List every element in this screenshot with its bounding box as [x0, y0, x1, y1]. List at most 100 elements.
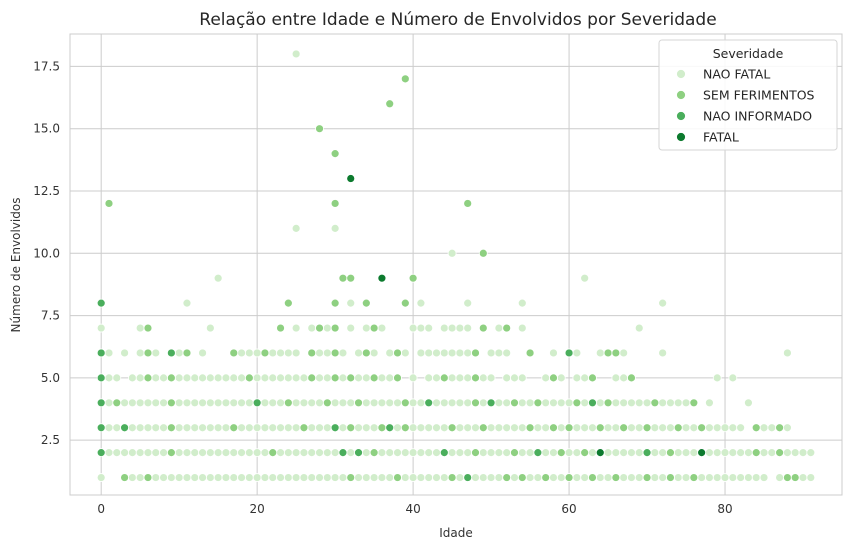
data-point	[174, 473, 184, 482]
data-point	[502, 323, 512, 333]
data-point	[478, 473, 488, 482]
data-point	[182, 423, 192, 433]
data-point	[736, 448, 746, 458]
data-point	[127, 373, 137, 383]
data-point	[244, 373, 254, 383]
data-point	[291, 473, 301, 482]
data-point	[619, 348, 629, 358]
data-point	[330, 398, 340, 408]
data-point	[276, 323, 285, 333]
data-point	[361, 348, 371, 358]
data-point	[658, 348, 668, 358]
data-point	[213, 273, 223, 283]
data-point	[463, 473, 473, 482]
data-point	[510, 398, 519, 408]
data-point	[338, 423, 348, 433]
data-point	[205, 473, 215, 482]
data-point	[588, 423, 597, 433]
data-point	[151, 448, 161, 458]
data-point	[252, 448, 262, 458]
data-point	[533, 423, 543, 433]
data-point	[611, 398, 621, 408]
x-axis-label: Idade	[439, 526, 473, 540]
data-point	[517, 473, 527, 482]
data-point	[143, 473, 153, 482]
data-point	[276, 423, 285, 433]
data-point	[166, 423, 176, 433]
data-point	[439, 473, 449, 482]
data-point	[361, 373, 371, 383]
data-point	[455, 323, 465, 333]
data-point	[658, 398, 668, 408]
data-point	[447, 423, 457, 433]
data-point	[291, 448, 301, 458]
data-point	[166, 398, 176, 408]
data-point	[213, 423, 223, 433]
data-point	[408, 448, 418, 458]
data-point	[525, 448, 535, 458]
data-point	[424, 448, 434, 458]
legend-box	[658, 39, 838, 151]
data-point	[346, 323, 356, 333]
data-point	[494, 398, 504, 408]
data-point	[439, 448, 449, 458]
data-point	[666, 448, 675, 458]
data-point	[190, 398, 200, 408]
data-point	[634, 323, 644, 333]
data-point	[517, 373, 527, 383]
data-point	[237, 398, 246, 408]
data-point	[736, 423, 746, 433]
data-point	[322, 323, 332, 333]
data-point	[432, 448, 441, 458]
data-point	[580, 423, 590, 433]
y-axis-ticks: 2.5 5.0 7.5 10.0 12.5 15.0 17.5	[33, 59, 60, 447]
data-point	[135, 323, 145, 333]
data-point	[369, 348, 379, 358]
data-point	[174, 398, 184, 408]
data-point	[549, 473, 558, 482]
data-point	[361, 298, 371, 308]
data-point	[315, 124, 324, 134]
data-point	[689, 473, 699, 482]
data-point	[673, 423, 683, 433]
data-point	[291, 423, 301, 433]
data-point	[377, 448, 387, 458]
data-point	[478, 373, 488, 383]
data-point	[463, 323, 473, 333]
data-point	[393, 398, 402, 408]
data-point	[127, 423, 137, 433]
data-point	[549, 398, 558, 408]
data-point	[588, 448, 597, 458]
data-point	[104, 348, 114, 358]
data-point	[588, 473, 597, 482]
data-point	[556, 398, 566, 408]
data-point	[307, 348, 317, 358]
data-point	[525, 348, 535, 358]
data-point	[658, 423, 668, 433]
data-point	[705, 473, 714, 482]
data-point	[689, 423, 699, 433]
data-point	[471, 448, 480, 458]
data-point	[322, 473, 332, 482]
data-point	[759, 448, 769, 458]
data-point	[229, 473, 239, 482]
data-point	[260, 448, 270, 458]
data-point	[572, 398, 582, 408]
data-point	[244, 448, 254, 458]
data-point	[315, 473, 324, 482]
data-point	[790, 448, 800, 458]
data-point	[798, 448, 808, 458]
data-point	[322, 348, 332, 358]
data-point	[541, 448, 551, 458]
data-point	[205, 373, 215, 383]
data-point	[486, 348, 496, 358]
data-point	[120, 398, 129, 408]
data-point	[658, 298, 668, 308]
data-point	[549, 423, 558, 433]
data-point	[416, 448, 426, 458]
data-point	[416, 473, 426, 482]
data-point	[159, 423, 168, 433]
data-point	[338, 398, 348, 408]
data-point	[361, 448, 371, 458]
data-point	[525, 423, 535, 433]
